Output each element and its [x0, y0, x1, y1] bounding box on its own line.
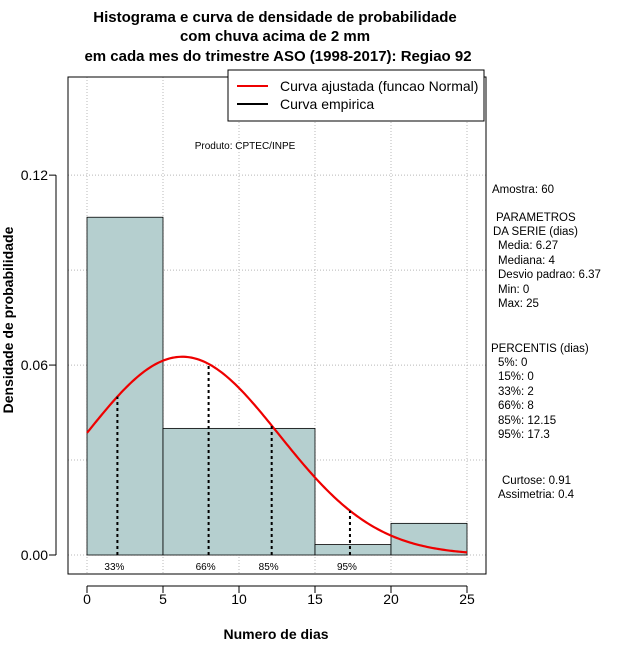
stat-p15: 15%: 0	[498, 371, 534, 383]
stat-std-dev: Desvio padrao: 6.37	[498, 269, 601, 281]
percentile-label-2: 85%	[259, 562, 279, 573]
histogram-bar-2	[314, 544, 392, 556]
stat-mean: Media: 6.27	[498, 240, 558, 252]
legend-label-empirical: Curva empirica	[280, 96, 374, 112]
y-axis-label: Densidade de probabilidade	[0, 226, 16, 413]
normal-curve-line	[86, 355, 468, 554]
x-tick-label-4: 20	[383, 591, 399, 607]
axes: 0 5 10 15 20 25 0.00 0.06 0.12	[21, 167, 475, 607]
stat-p33: 33%: 2	[498, 386, 534, 398]
stat-median: Mediana: 4	[498, 255, 556, 267]
stat-max: Max: 25	[498, 298, 539, 310]
x-tick-label-0: 0	[83, 591, 91, 607]
legend-label-normal: Curva ajustada (funcao Normal)	[280, 78, 478, 94]
histogram-bar-3	[390, 522, 468, 556]
stat-kurtosis: Curtose: 0.91	[502, 475, 571, 487]
normal-curve	[86, 355, 468, 554]
histogram-bars	[86, 216, 468, 556]
y-tick-label-1: 0.06	[21, 357, 48, 373]
stat-p66: 66%: 8	[498, 400, 534, 412]
percentile-label-1: 66%	[196, 562, 216, 573]
statistics-panel: Amostra: 60 PARAMETROS DA SERIE (dias) M…	[491, 184, 601, 501]
percentile-label-0: 33%	[104, 562, 124, 573]
stat-p5: 5%: 0	[498, 357, 527, 369]
stat-p85: 85%: 12.15	[498, 415, 556, 427]
product-annotation: Produto: CPTEC/INPE	[195, 141, 296, 152]
legend-box	[227, 69, 485, 122]
percentile-markers: 33% 66% 85% 95%	[104, 363, 357, 573]
y-tick-label-2: 0.12	[21, 167, 48, 183]
histogram-bar-1	[162, 427, 316, 556]
y-tick-label-0: 0.00	[21, 547, 48, 563]
stat-params-subheading: DA SERIE (dias)	[493, 226, 578, 238]
histogram-bar-0	[86, 216, 164, 556]
legend: Curva ajustada (funcao Normal) Curva emp…	[227, 69, 485, 122]
stat-sample-size: Amostra: 60	[492, 184, 554, 196]
stat-percentiles-heading: PERCENTIS (dias)	[491, 343, 589, 355]
stat-p95: 95%: 17.3	[498, 429, 550, 441]
x-tick-label-2: 10	[231, 591, 247, 607]
x-tick-label-5: 25	[459, 591, 475, 607]
percentile-label-3: 95%	[337, 562, 357, 573]
stat-min: Min: 0	[498, 284, 529, 296]
stat-skewness: Assimetria: 0.4	[498, 489, 575, 501]
chart-title-line-3: em cada mes do trimestre ASO (1998-2017)…	[84, 48, 471, 65]
chart-title-line-1: Histograma e curva de densidade de proba…	[93, 9, 456, 26]
stat-params-heading: PARAMETROS	[496, 212, 576, 224]
x-axis-label: Numero de dias	[223, 626, 328, 642]
x-tick-label-3: 15	[307, 591, 323, 607]
x-tick-label-1: 5	[159, 591, 167, 607]
chart-title-line-2: com chuva acima de 2 mm	[180, 28, 370, 45]
